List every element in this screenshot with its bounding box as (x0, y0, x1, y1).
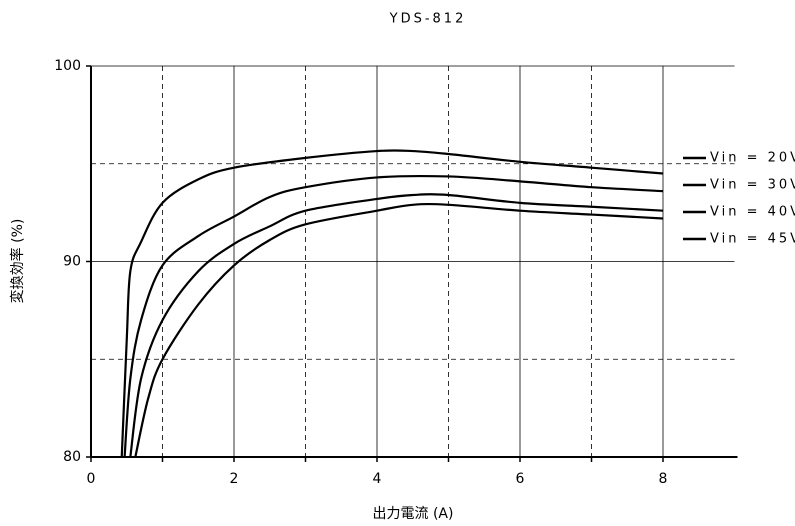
x-axis-label: 出力電流 (A) (373, 506, 454, 522)
legend-text: Vin = 40V (710, 205, 795, 220)
legend-text: Vin = 45V (710, 232, 795, 247)
legend-text: Vin = 20V (710, 151, 795, 166)
line-series (129, 193, 664, 458)
chart-title: YDS-812 (389, 12, 467, 27)
line-series (123, 174, 664, 458)
line-series (120, 149, 664, 458)
line-series (134, 202, 664, 458)
x-tick-label: 0 (87, 471, 96, 487)
x-tick-label: 6 (516, 471, 525, 487)
y-tick-label: 90 (63, 254, 81, 270)
x-tick-label: 8 (659, 471, 668, 487)
x-tick-label: 2 (230, 471, 239, 487)
legend-text: Vin = 30V (710, 178, 795, 193)
y-axis-label: 変換効率 (%) (9, 219, 26, 304)
y-tick-label: 80 (63, 449, 81, 465)
x-tick-label: 4 (373, 471, 382, 487)
y-tick-label: 100 (54, 58, 81, 74)
